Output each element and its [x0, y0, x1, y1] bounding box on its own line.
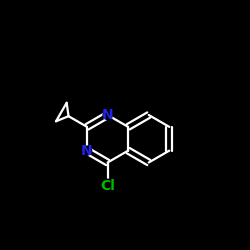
- Text: N: N: [102, 108, 114, 122]
- Text: Cl: Cl: [100, 179, 115, 193]
- Circle shape: [100, 179, 114, 193]
- Text: N: N: [81, 144, 93, 158]
- Circle shape: [103, 110, 112, 120]
- Circle shape: [82, 146, 92, 155]
